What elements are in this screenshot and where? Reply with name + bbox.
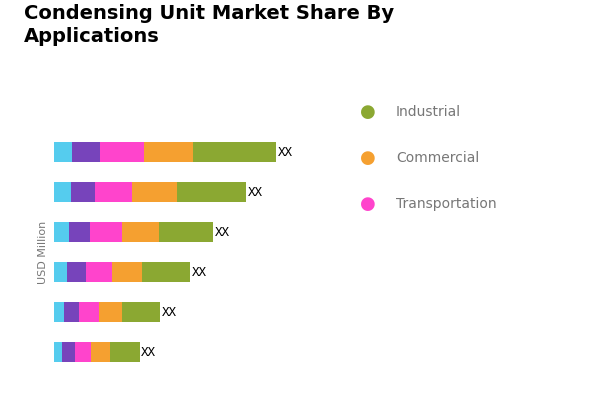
Bar — [91, 342, 110, 362]
Bar — [143, 142, 193, 162]
Text: XX: XX — [162, 306, 177, 318]
Text: ●: ● — [360, 195, 376, 213]
Text: ●: ● — [360, 103, 376, 121]
Bar — [110, 342, 140, 362]
Bar — [54, 222, 69, 242]
Text: XX: XX — [141, 346, 156, 358]
Bar — [69, 222, 91, 242]
Bar — [158, 222, 213, 242]
Bar — [71, 182, 95, 202]
Text: XX: XX — [278, 146, 293, 158]
Text: XX: XX — [215, 226, 230, 238]
Bar — [75, 342, 91, 362]
Bar — [62, 342, 75, 362]
Text: Transportation: Transportation — [396, 197, 497, 211]
Text: Commercial: Commercial — [396, 151, 479, 165]
Bar — [54, 182, 71, 202]
Bar — [99, 302, 122, 322]
Bar — [100, 142, 143, 162]
Text: Condensing Unit Market Share By
Applications: Condensing Unit Market Share By Applicat… — [24, 4, 394, 46]
Bar — [177, 182, 247, 202]
Bar — [64, 302, 79, 322]
Bar — [122, 222, 158, 242]
Bar — [72, 142, 100, 162]
Bar — [86, 262, 112, 282]
Bar — [79, 302, 99, 322]
Text: ●: ● — [360, 149, 376, 167]
Bar — [54, 142, 72, 162]
Bar — [142, 262, 190, 282]
Text: Industrial: Industrial — [396, 105, 461, 119]
Text: XX: XX — [191, 266, 206, 278]
Y-axis label: USD Million: USD Million — [38, 220, 49, 284]
Text: XX: XX — [248, 186, 263, 198]
Bar — [54, 342, 62, 362]
Bar — [67, 262, 86, 282]
Bar — [122, 302, 160, 322]
Bar — [54, 302, 64, 322]
Bar — [91, 222, 122, 242]
Bar — [54, 262, 67, 282]
Bar — [112, 262, 142, 282]
Bar — [132, 182, 177, 202]
Bar — [193, 142, 276, 162]
Bar — [95, 182, 132, 202]
